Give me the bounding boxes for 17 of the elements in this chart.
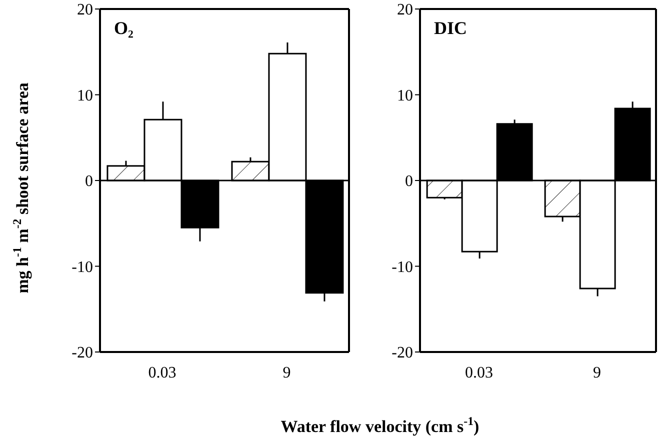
y-tick-label: -10 <box>72 258 93 276</box>
y-tick-label: 10 <box>77 87 93 104</box>
x-tick-label: 0.03 <box>465 364 493 382</box>
x-axis-title: Water flow velocity (cm s$^{-1}$) <box>280 414 480 436</box>
y-tick-label: 0 <box>85 173 93 190</box>
y-tick-label: 0 <box>405 173 413 190</box>
x-tick-label: 0.03 <box>148 364 176 382</box>
x-tick-label: 9 <box>282 364 291 382</box>
y-tick-label: 10 <box>397 87 413 104</box>
x-tick-label: 9 <box>593 364 601 382</box>
text: O₂ <box>114 18 134 39</box>
y-tick-label: 20 <box>397 2 413 19</box>
y-tick-label: 20 <box>77 2 93 19</box>
y-tick-label: -10 <box>392 258 413 276</box>
text: DIC <box>434 18 468 39</box>
y-tick-label: -20 <box>72 344 93 362</box>
y-tick-label: -20 <box>392 344 413 362</box>
